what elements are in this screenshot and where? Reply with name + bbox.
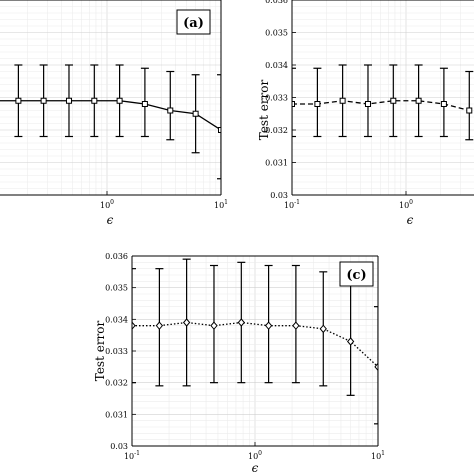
data-point xyxy=(292,101,295,107)
series-line xyxy=(132,321,378,368)
data-point xyxy=(314,101,321,107)
data-point xyxy=(440,101,447,107)
data-point xyxy=(319,324,327,334)
y-tick-label: 0.033 xyxy=(265,94,288,103)
plot-area xyxy=(0,64,221,180)
y-tick-label: 0.034 xyxy=(105,315,128,324)
chart-panel-a: 100 101 (a) ϵ xyxy=(0,0,228,227)
grid xyxy=(292,0,474,195)
y-tick-label: 0.036 xyxy=(265,0,288,5)
data-point xyxy=(210,321,218,330)
chart-panel-b: 10-1 100 0.036 0.035 0.034 0.033 0.032 0.031 0.0… xyxy=(257,0,474,227)
axes: 100 101 xyxy=(0,0,228,210)
panel-label-box: (a) xyxy=(176,9,211,35)
axes: 10-1 100 101 0.036 0.035 0.034 0.033 0.032 0.031… xyxy=(105,252,385,461)
x-tick-label: 101 xyxy=(214,199,228,210)
data-point xyxy=(374,362,378,372)
x-tick-label: 10-1 xyxy=(124,450,140,461)
panel-label: (a) xyxy=(183,16,204,31)
data-point xyxy=(346,337,355,346)
y-tick-label: 0.036 xyxy=(105,252,128,261)
data-point xyxy=(40,97,47,104)
y-tick-label: 0.031 xyxy=(265,159,288,168)
grid xyxy=(132,256,378,446)
y-tick-label: 0.035 xyxy=(105,284,128,293)
x-tick-label: 100 xyxy=(399,199,413,210)
data-point xyxy=(192,110,199,117)
y-tick-label: 0.03 xyxy=(110,442,128,451)
panel-label-box: (c) xyxy=(339,261,374,287)
data-point xyxy=(15,97,22,104)
y-tick-label: 0.032 xyxy=(105,379,128,388)
y-axis-label: Test error xyxy=(257,79,271,140)
data-point xyxy=(132,321,136,330)
data-point xyxy=(141,101,148,107)
plot-area xyxy=(132,258,378,425)
data-point xyxy=(218,127,221,133)
axes: 10-1 100 0.036 0.035 0.034 0.033 0.032 0.031 0.0… xyxy=(265,0,474,210)
plot-area xyxy=(292,64,474,141)
y-tick-label: 0.035 xyxy=(265,29,288,38)
y-tick-label: 0.034 xyxy=(265,61,288,70)
y-tick-label: 0.031 xyxy=(105,410,128,419)
x-tick-label: 100 xyxy=(100,199,114,210)
y-tick-label: 0.033 xyxy=(105,347,128,356)
x-axis-label: ϵ xyxy=(252,461,259,474)
x-axis-label: ϵ xyxy=(107,213,114,227)
data-point xyxy=(65,97,72,104)
data-point xyxy=(264,321,273,330)
panel-label: (c) xyxy=(346,268,366,283)
data-point xyxy=(237,318,245,327)
data-point xyxy=(167,107,174,114)
data-point xyxy=(339,97,346,104)
data-point xyxy=(390,97,397,104)
x-tick-label: 101 xyxy=(371,450,385,461)
y-tick-label: 0.03 xyxy=(270,191,288,200)
y-tick-label: 0.032 xyxy=(265,126,288,135)
data-point xyxy=(116,97,123,104)
data-point xyxy=(182,318,191,327)
data-point xyxy=(155,321,164,330)
data-point xyxy=(466,107,473,114)
series-line xyxy=(0,100,221,131)
data-point xyxy=(364,101,371,107)
data-point xyxy=(415,97,422,104)
x-axis-label: ϵ xyxy=(407,213,414,227)
data-point xyxy=(91,97,98,104)
data-point xyxy=(292,321,300,330)
x-tick-label: 100 xyxy=(248,450,262,461)
series-line xyxy=(292,100,474,112)
chart-panel-c: 10-1 100 101 0.036 0.035 0.034 0.033 0.032 0.031… xyxy=(93,252,385,474)
x-tick-label: 10-1 xyxy=(284,199,300,210)
y-axis-label: Test error xyxy=(93,320,107,381)
